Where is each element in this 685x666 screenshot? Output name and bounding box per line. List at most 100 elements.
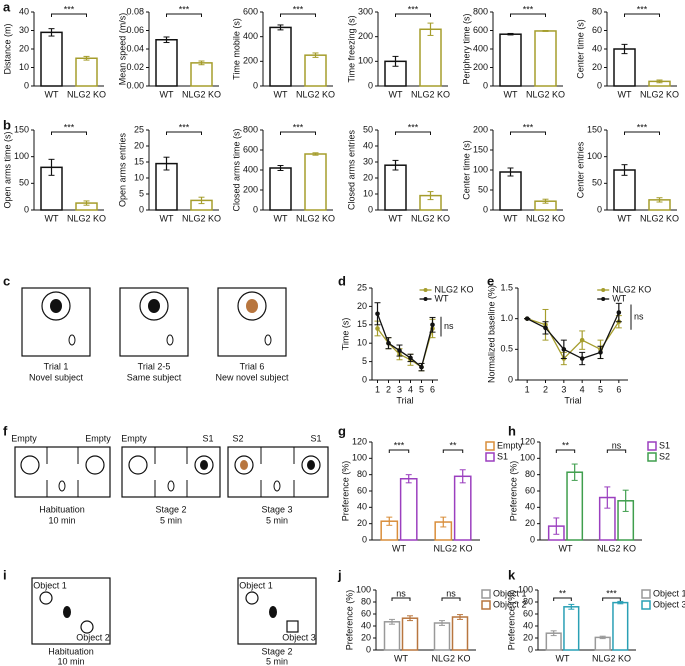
bar	[563, 606, 580, 651]
legend-marker	[601, 297, 606, 301]
panel-label: b	[3, 117, 11, 132]
y-tick-label: 600	[243, 6, 258, 16]
x-tick-label: WT	[618, 89, 632, 99]
y-tick-label: 600	[473, 25, 488, 35]
x-tick-label: NLG2 KO	[182, 213, 221, 223]
label: Empty	[121, 433, 147, 443]
y-tick-label: 20	[134, 140, 144, 150]
x-tick-label: NLG2 KO	[597, 543, 636, 553]
point	[598, 350, 603, 355]
y-tick-label: 0	[368, 204, 373, 214]
diagram-i: Object 1 Object 2 Habituation 10 min Obj…	[31, 577, 317, 666]
y-tick-label: 5	[139, 188, 144, 198]
panel-label: k	[508, 567, 516, 582]
y-tick-label: 200	[358, 31, 373, 41]
panel-label: a	[3, 0, 11, 14]
y-tick-label: 0	[253, 80, 258, 90]
line	[376, 313, 434, 369]
legend-label: NLG2 KO	[612, 284, 651, 294]
mouse	[63, 606, 71, 618]
legend-swatch	[481, 589, 491, 599]
x-tick-label: NLG2 KO	[411, 213, 450, 223]
arena	[121, 446, 221, 498]
legend-label: Object 3	[653, 599, 685, 609]
legend-swatch	[641, 589, 651, 599]
point	[616, 310, 622, 315]
legend-marker	[601, 288, 606, 292]
x-tick-label: 5	[598, 384, 603, 394]
cup	[85, 455, 105, 475]
y-tick-label: 40	[357, 502, 367, 512]
y-axis-label: Closed arms entries	[346, 129, 356, 210]
label: Stage 2	[155, 504, 186, 514]
significance-bracket	[441, 597, 461, 601]
label: Trial 1	[44, 361, 69, 371]
cup	[237, 291, 267, 321]
x-tick-label: NLG2 KO	[411, 89, 450, 99]
legend-marker	[423, 288, 428, 292]
x-tick-label: WT	[274, 213, 288, 223]
x-tick-label: 4	[580, 384, 585, 394]
y-axis-label: Time freezing (s)	[346, 15, 356, 82]
panel-label: c	[3, 273, 10, 288]
panel-label: i	[3, 567, 7, 582]
panel-label: g	[338, 423, 346, 438]
y-tick-label: 0.08	[126, 6, 144, 16]
y-tick-label: 80	[357, 469, 367, 479]
cup	[194, 455, 214, 475]
panel-label: j	[337, 567, 342, 582]
y-tick-label: 20	[361, 632, 371, 642]
y-tick-label: 100	[356, 584, 371, 594]
bar	[304, 153, 327, 211]
x-tick-label: WT	[394, 653, 408, 663]
y-tick-label: 60	[357, 485, 367, 495]
y-tick-label: 100	[518, 584, 533, 594]
label: Same subject	[127, 372, 182, 382]
point	[375, 326, 380, 331]
legend-label: S2	[659, 451, 670, 461]
y-tick-label: 150	[473, 144, 488, 154]
arena	[227, 446, 329, 498]
bar	[269, 167, 292, 211]
object	[39, 591, 53, 605]
object	[80, 620, 94, 634]
label: Trial 6	[240, 361, 265, 371]
significance-label: **	[449, 440, 457, 450]
panel-label: d	[338, 273, 346, 288]
y-tick-label: 100	[358, 56, 373, 66]
significance-bracket	[624, 13, 660, 17]
significance-label: ***	[523, 4, 534, 14]
y-tick-label: 300	[358, 6, 373, 16]
bar	[75, 57, 98, 87]
point	[561, 347, 567, 352]
y-tick-label: 60	[361, 608, 371, 618]
significance-label: ***	[179, 122, 190, 132]
mouse	[68, 334, 76, 346]
y-tick-label: 25	[134, 124, 144, 134]
y-axis-label: Periphery time (s)	[461, 13, 471, 84]
x-tick-label: 6	[430, 384, 435, 394]
significance-label: ***	[293, 122, 304, 132]
significance-label: ***	[293, 4, 304, 14]
label: S2	[232, 433, 243, 443]
point	[397, 348, 402, 353]
x-tick-label: WT	[274, 89, 288, 99]
legend-swatch	[485, 452, 495, 462]
y-tick-label: 0.5	[500, 344, 513, 354]
arena	[21, 287, 91, 357]
x-tick-label: NLG2 KO	[431, 653, 470, 663]
y-tick-label: 40	[592, 43, 602, 53]
significance-bracket	[280, 13, 316, 17]
y-tick-label: 20	[357, 301, 367, 311]
point	[408, 355, 413, 361]
bar	[383, 621, 401, 651]
legend-label: WT	[435, 293, 449, 303]
x-tick-label: WT	[389, 89, 403, 99]
y-tick-label: 50	[592, 178, 602, 188]
x-tick-label: 4	[408, 384, 413, 394]
significance-bracket	[602, 597, 621, 601]
legend-label: S1	[659, 440, 670, 450]
y-tick-label: 0	[139, 204, 144, 214]
y-tick-label: 400	[243, 164, 258, 174]
